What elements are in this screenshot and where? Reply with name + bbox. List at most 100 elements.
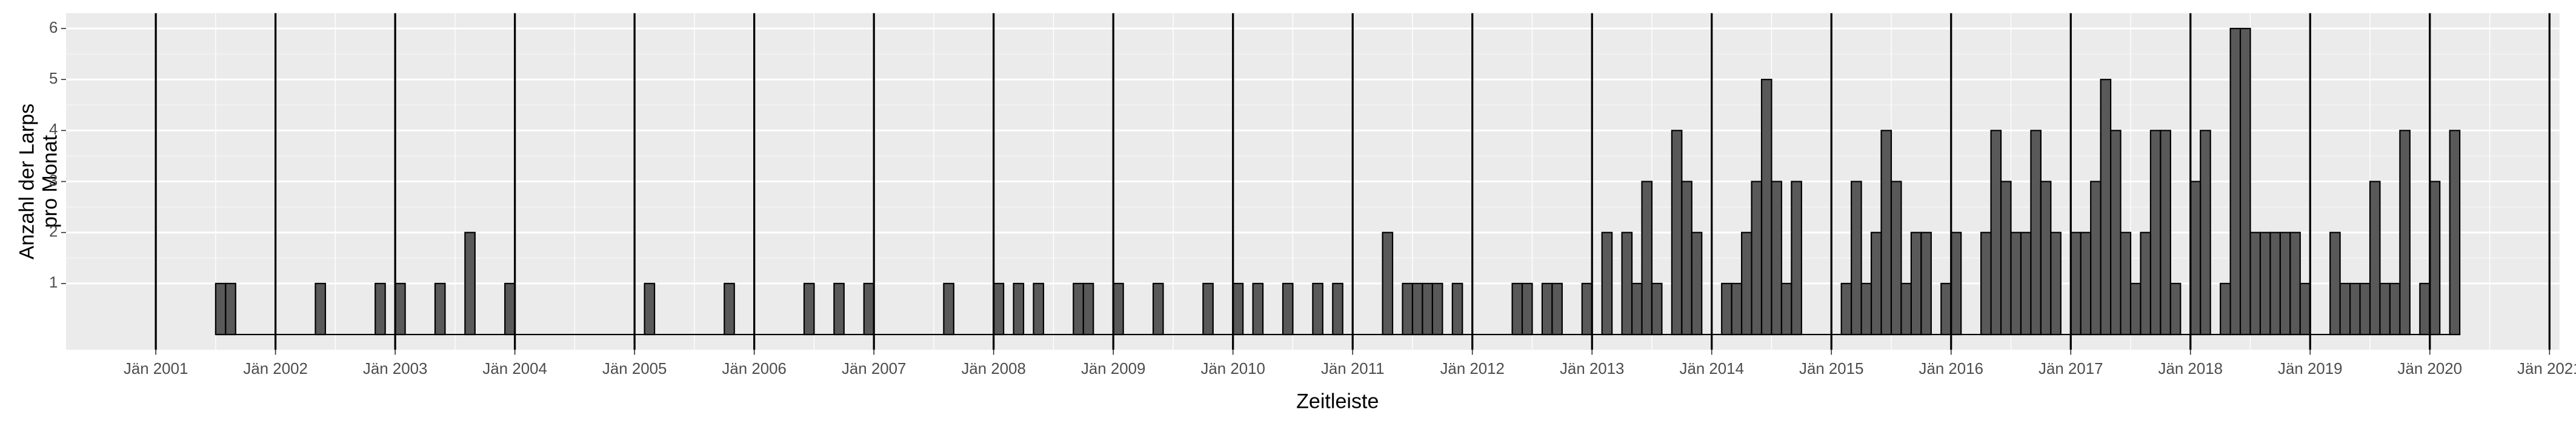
bar (2010, 231, 2022, 336)
bar (1621, 231, 1633, 336)
bar (1950, 231, 1962, 336)
bar (1641, 181, 1653, 336)
bar (2220, 282, 2231, 336)
bar (464, 231, 476, 336)
bar (1411, 282, 1423, 336)
bar (1721, 282, 1732, 336)
bar (394, 282, 406, 336)
y-tick-label: 1 (49, 274, 58, 291)
bar (2040, 181, 2052, 336)
bar (2129, 282, 2142, 336)
bar (2229, 27, 2242, 336)
bar (1521, 282, 1533, 336)
x-tick-label: Jän 2021 (2517, 361, 2576, 377)
bar (1900, 282, 1912, 336)
bar (2070, 231, 2082, 336)
bar (1451, 282, 1463, 336)
bar (1113, 282, 1124, 336)
bar (2140, 231, 2152, 336)
bar (1152, 282, 1164, 336)
bar (1282, 282, 1294, 336)
bar (2000, 181, 2012, 336)
bar (2359, 282, 2371, 336)
bar (434, 282, 446, 336)
bar (1402, 282, 1414, 336)
bar (943, 282, 954, 336)
bar (504, 282, 516, 336)
x-tick-label: Jän 2017 (2039, 361, 2103, 377)
x-tick-label: Jän 2008 (961, 361, 1025, 377)
bar (215, 282, 227, 336)
bar (644, 282, 656, 336)
bar (2279, 231, 2291, 336)
bar (1681, 181, 1692, 336)
bar (2120, 231, 2132, 336)
bar (1581, 282, 1593, 336)
bar (1601, 231, 1613, 336)
bar (2269, 231, 2281, 336)
bar (1791, 181, 1802, 336)
x-tick-label: Jän 2018 (2158, 361, 2223, 377)
bar (1541, 282, 1553, 336)
bar (2259, 231, 2271, 336)
x-tick-label: Jän 2003 (363, 361, 427, 377)
bar (1691, 231, 1703, 336)
bar (2200, 130, 2211, 336)
y-axis-title: pro Monat (38, 135, 61, 228)
bar (374, 282, 386, 336)
bar (1751, 181, 1763, 336)
bar (1651, 282, 1663, 336)
x-tick-label: Jän 2012 (1440, 361, 1504, 377)
x-tick-label: Jän 2007 (842, 361, 906, 377)
bar (724, 282, 735, 336)
bar (2329, 231, 2341, 336)
bar (993, 282, 1005, 336)
bar (2449, 130, 2461, 336)
bar (1631, 282, 1643, 336)
bar (1033, 282, 1045, 336)
bar (1880, 130, 1892, 336)
y-tick-label: 4 (49, 121, 58, 138)
bar (1870, 231, 1882, 336)
bar (1422, 282, 1433, 336)
bar (2419, 282, 2431, 336)
bar (2379, 282, 2391, 336)
bar (1780, 282, 1792, 336)
bar (225, 282, 236, 336)
y-tick-label: 6 (49, 19, 58, 36)
x-tick-label: Jän 2019 (2278, 361, 2342, 377)
x-tick-label: Jän 2015 (1799, 361, 1863, 377)
x-tick-label: Jän 2002 (243, 361, 307, 377)
x-tick-label: Jän 2011 (1321, 361, 1385, 377)
bar (1252, 282, 1264, 336)
x-tick-label: Jän 2014 (1680, 361, 1744, 377)
bar (1511, 282, 1523, 336)
bar (2110, 130, 2122, 336)
bar (2349, 282, 2361, 336)
bar (2149, 130, 2162, 336)
bar (1202, 282, 1214, 336)
bar (1980, 231, 1992, 336)
bar (1771, 181, 1783, 336)
bar (1551, 282, 1563, 336)
y-tick-label: 5 (49, 70, 58, 87)
marks (215, 27, 2461, 336)
bar (2339, 282, 2351, 336)
bar (1013, 282, 1025, 336)
bar (1731, 282, 1743, 336)
y-axis-title: Anzahl der Larps (15, 104, 38, 259)
bar (1073, 282, 1084, 336)
bar (2399, 130, 2411, 336)
x-tick-label: Jän 2004 (482, 361, 547, 377)
bar (1760, 79, 1772, 336)
bar (2050, 231, 2062, 336)
x-tick-label: Jän 2016 (1919, 361, 1983, 377)
bar (2080, 231, 2092, 336)
bar (1920, 231, 1932, 336)
x-tick-label: Jän 2013 (1560, 361, 1624, 377)
bar (2289, 231, 2301, 336)
bar (2160, 130, 2171, 336)
bar (1860, 282, 1872, 336)
